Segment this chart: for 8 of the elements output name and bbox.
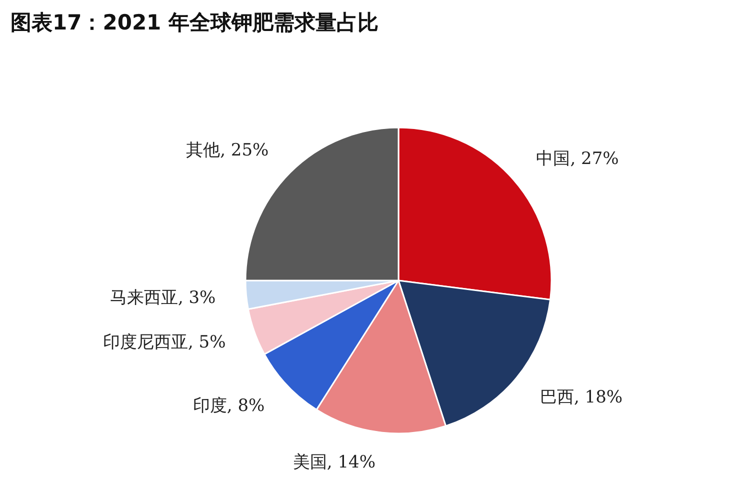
chart-title: 图表17：2021 年全球钾肥需求量占比 <box>10 10 378 34</box>
slice-label: 马来西亚, 3% <box>110 288 216 308</box>
slice-label: 美国, 14% <box>292 452 376 473</box>
slice-label: 中国, 27% <box>536 149 619 170</box>
slice-label: 其他, 25% <box>186 140 269 161</box>
slice-label: 印度, 8% <box>192 396 265 416</box>
slice-label: 印度尼西亚, 5% <box>102 332 226 353</box>
slice-label: 巴西, 18% <box>540 388 623 408</box>
